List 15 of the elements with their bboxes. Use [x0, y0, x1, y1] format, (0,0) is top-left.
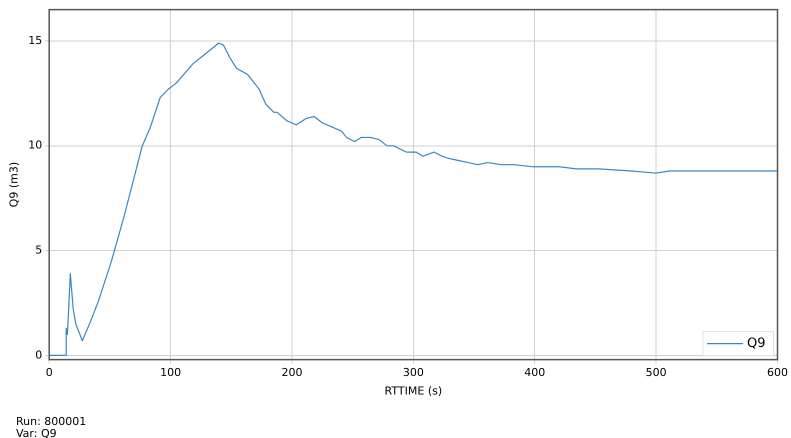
x-axis-title: RTTIME (s) — [384, 384, 442, 398]
x-tick-label: 600 — [767, 366, 788, 380]
x-tick-label: 500 — [646, 366, 667, 380]
y-tick-label: 5 — [35, 243, 42, 256]
x-tick-label: 100 — [160, 366, 182, 380]
x-tick-label: 0 — [46, 366, 53, 380]
legend-label: Q9 — [747, 336, 766, 351]
y-tick-label: 10 — [28, 138, 42, 152]
x-tick-label: 300 — [402, 366, 424, 380]
x-tick-label: 400 — [524, 366, 546, 380]
y-tick-label: 0 — [35, 348, 42, 362]
y-tick-label: 15 — [28, 34, 42, 47]
x-tick-label: 200 — [281, 366, 302, 380]
y-axis-title: Q9 (m3) — [7, 162, 20, 208]
text: Run: 800001 — [16, 415, 86, 428]
